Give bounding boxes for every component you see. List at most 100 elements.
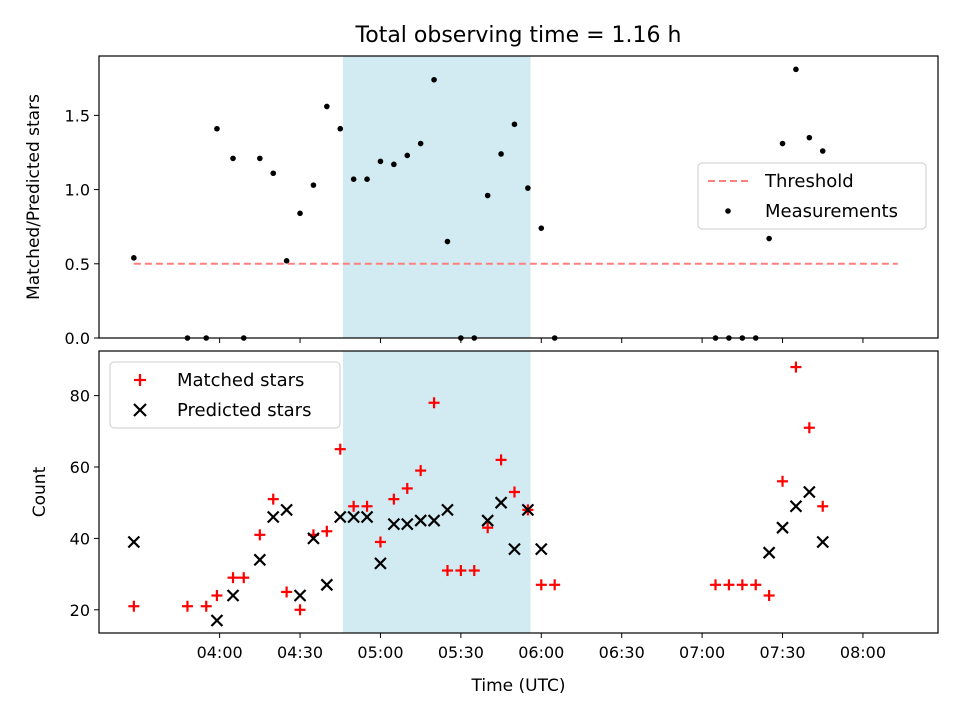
matched-star-point [763,590,775,602]
matched-star-point [227,572,239,584]
matched-star-point [415,465,427,477]
x-b [762,546,776,559]
observing-span [342,56,531,338]
matched-star-point [482,522,494,534]
matched-star-point [750,579,762,591]
bottom-panel: 20 40 60 80 04:00 04:30 05:00 05:30 06:00 06:30 07… [70,350,939,662]
x-tick-label: 05:00 [357,643,403,662]
predicted-star-point [333,510,347,524]
predicted-star-point [481,514,494,527]
x-b [347,510,360,524]
axes-frame [98,55,939,339]
measurement-point [431,76,437,83]
x-b [441,503,454,517]
x-b [494,496,508,509]
x-b [521,503,535,517]
predicted-star-point [816,535,830,549]
x-tick-label: 05:30 [438,643,484,662]
matched-star-point [238,572,250,584]
x-b [360,510,374,524]
measurement-point [484,192,491,199]
predicted-star-point [414,514,427,527]
matched-star-point [361,500,373,512]
predicted-star-point [762,546,776,559]
y-tick-label: 1.5 [65,106,90,125]
predicted-star-point [776,521,789,534]
measurement-point [525,185,531,191]
predicted-star-point [441,503,454,517]
matched-star-point [455,565,467,577]
x-b [127,535,141,549]
predicted-star-point [226,589,240,602]
measurement-point [377,158,384,165]
measurement-point [444,238,451,245]
y-tick-label: 80 [70,387,90,406]
matched-star-point [549,579,561,591]
matched-star-point [710,579,722,591]
predicted-star-point [508,542,521,556]
measurement-point [391,161,397,168]
matched-star-point [401,482,413,494]
predicted-star-point [789,500,803,513]
measurement-point [779,140,786,147]
predicted-star-point [210,614,224,627]
matched-star-point [468,565,480,577]
matched-star-point [441,565,453,577]
matched-star-point [294,604,306,616]
x-tick-label: 06:00 [518,643,564,662]
x-tick-label: 06:30 [599,643,645,662]
bottom-y-axis-label: Count [30,466,50,517]
x-b [293,589,307,602]
matched-star-point [736,579,748,591]
measurement-point [350,176,357,182]
measurement-point [806,134,813,141]
predicted-star-point [400,517,414,531]
measurement-point [364,176,370,182]
matched-star-point [508,486,520,498]
y-tick-label: 20 [70,601,90,620]
measurement-point [417,140,424,147]
matched-star-point [817,500,829,512]
x-b [266,510,280,524]
chart-title: Total observing time = 1.16 h [355,23,682,48]
measurement-point [310,182,317,188]
x-b [333,510,347,524]
x-tick-label: 04:00 [197,643,243,662]
measurement-point [283,258,290,264]
x-b [803,485,816,499]
matched-star-point [428,397,440,409]
measurement-point [297,210,303,217]
predicted-star-point [427,514,441,527]
predicted-star-point [535,542,548,556]
predicted-star-point [387,517,401,531]
matched-star-point [348,500,360,512]
predicted-star-point [360,510,374,524]
matched-star-point [200,600,212,612]
legend-box [109,361,341,429]
legend-measurements-label: Measurements [765,201,898,222]
x-b [481,514,494,527]
x-b [414,514,427,527]
matched-star-point [211,590,223,602]
x-b [307,532,320,545]
measurement-point [337,125,344,132]
x-b [210,614,224,627]
x-b [816,535,830,549]
x-b [427,514,441,527]
legend-box [697,162,927,230]
predicted-star-point [521,503,535,517]
observing-span [342,351,531,633]
x-b [226,589,240,602]
predicted-star-point [293,589,307,602]
y-tick-label: 60 [70,458,90,477]
predicted-star-point [280,503,293,517]
x-b [508,542,521,556]
x-b [400,517,414,531]
measurement-point [270,170,277,177]
x-b [253,553,267,567]
matched-star-point [267,493,279,505]
predicted-star-point [347,510,360,524]
matched-star-point [495,454,507,466]
predicted-star-point [374,557,387,570]
